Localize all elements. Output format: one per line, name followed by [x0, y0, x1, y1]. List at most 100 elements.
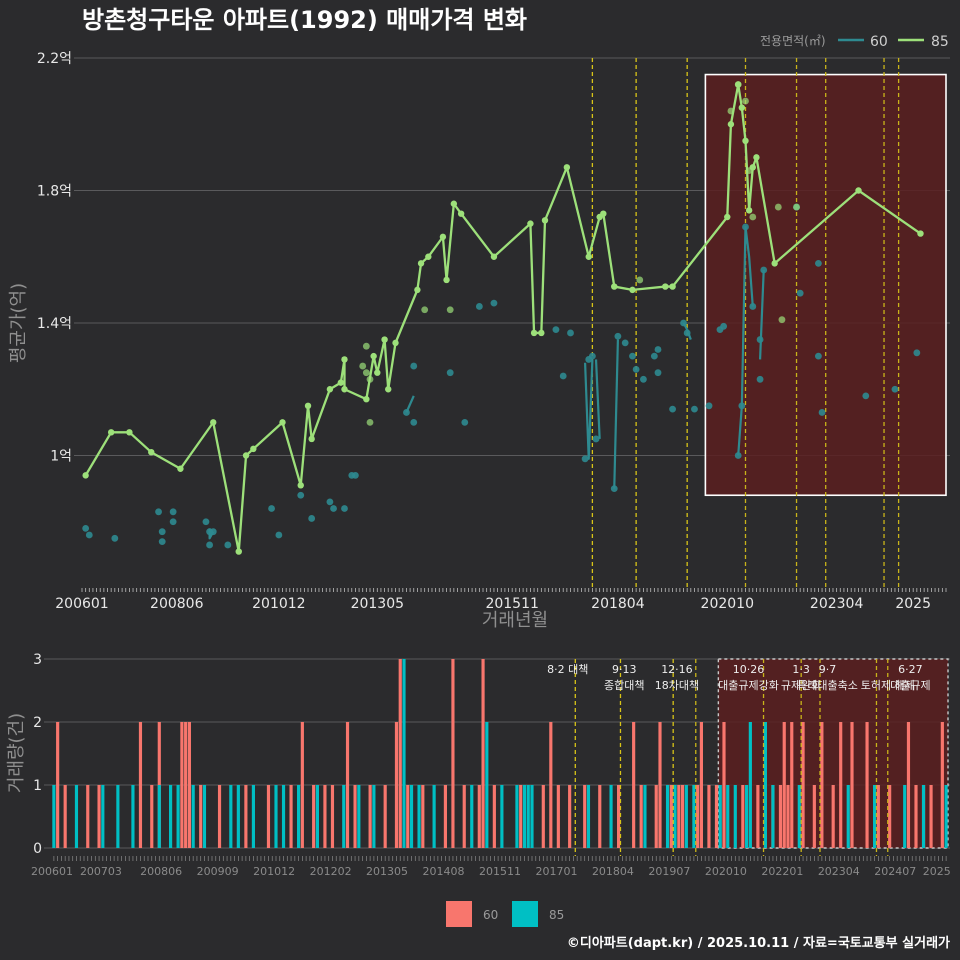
bottom-x-tick-label: 201701: [535, 865, 577, 878]
bottom-x-tick-label: 202201: [761, 865, 803, 878]
volume-bar-60: [86, 785, 90, 848]
bottom-y-axis-title: 거래량(건): [6, 713, 27, 793]
series-60-point: [552, 326, 560, 334]
volume-bar-85: [609, 785, 613, 848]
bottom-y-tick-label: 3: [33, 652, 42, 668]
series-85-point: [734, 81, 742, 88]
series-60-point: [85, 531, 93, 539]
series-85-point: [753, 154, 760, 161]
volume-bar-60: [722, 722, 726, 848]
series-60-point: [705, 402, 713, 410]
volume-bar-85: [315, 785, 319, 848]
series-85-point: [177, 465, 184, 472]
volume-bar-85: [357, 785, 361, 848]
series-60-point: [297, 491, 305, 499]
series-60-point: [169, 518, 177, 526]
series-85-point: [855, 187, 862, 194]
series-85-point: [738, 104, 746, 111]
event-annotation: 규제완화: [781, 679, 821, 692]
volume-bar-60: [138, 722, 143, 848]
series-85-point: [366, 375, 374, 383]
bottom-x-tick-label: 202304: [818, 865, 860, 878]
series-60-point: [592, 435, 600, 443]
series-60-point: [202, 518, 210, 526]
volume-bar-60: [63, 785, 67, 848]
series-85-point: [381, 336, 388, 343]
volume-bar-60: [790, 722, 794, 848]
series-85-point: [727, 121, 735, 128]
series-60-point: [756, 336, 764, 343]
volume-bar-60: [714, 785, 719, 848]
series-85-point: [304, 402, 312, 410]
series-60-point: [720, 322, 728, 330]
volume-bar-85: [522, 785, 527, 848]
series-85-point: [727, 107, 735, 115]
event-annotation: 6·27: [898, 663, 923, 676]
series-60-point: [268, 505, 275, 512]
series-85-point: [774, 203, 782, 211]
series-60-point: [158, 538, 166, 546]
series-85-point: [450, 200, 458, 207]
event-annotation: 9·13: [612, 663, 637, 676]
volume-bar-60: [394, 722, 399, 848]
volume-bar-60: [669, 785, 673, 848]
event-annotation: 대출규제: [890, 679, 930, 692]
volume-bar-85: [944, 785, 948, 848]
volume-bar-85: [692, 785, 696, 848]
top-x-tick-label: 200601: [55, 596, 108, 612]
series-85-point: [362, 342, 370, 350]
volume-bar-85: [665, 785, 670, 848]
series-60-point: [818, 409, 826, 416]
event-annotation: 10·26: [733, 663, 765, 676]
volume-bar-85: [748, 722, 752, 848]
series-85-point: [359, 362, 367, 370]
volume-bar-85: [846, 785, 850, 848]
series-85-point: [443, 276, 450, 284]
volume-bar-60: [519, 785, 523, 848]
series-85-point: [374, 369, 381, 376]
volume-bar-60: [696, 785, 700, 848]
volume-bar-60: [345, 722, 350, 848]
chart-title: 방촌청구타운 아파트(1992) 매매가격 변화: [82, 6, 527, 34]
series-85-point: [793, 203, 800, 211]
top-y-tick-label: 1억: [50, 449, 72, 465]
top-y-tick-label: 2.2억: [37, 51, 72, 67]
series-60-point: [683, 329, 691, 337]
series-60-point: [760, 266, 768, 274]
volume-bar-60: [556, 785, 560, 848]
volume-bar-85: [281, 785, 286, 848]
volume-bar-60: [639, 785, 643, 848]
series-85-point: [366, 418, 374, 426]
volume-bar-85: [74, 785, 79, 848]
volume-bar-60: [217, 785, 222, 848]
volume-bar-60: [632, 722, 636, 848]
volume-bar-60: [778, 785, 783, 848]
bottom-x-tick-label: 201804: [592, 865, 634, 878]
series-85-point: [421, 306, 429, 314]
bottom-x-tick-label: 201012: [253, 865, 295, 878]
series-60-point: [475, 303, 483, 310]
series-60-point: [169, 508, 177, 516]
volume-bar-60: [541, 785, 545, 848]
series-85-point: [745, 167, 753, 175]
volume-bar-85: [409, 785, 414, 848]
volume-bar-60: [289, 785, 293, 848]
volume-bar-85: [684, 785, 688, 848]
source-caption: ©디아파트(dapt.kr) / 2025.10.11 / 자료=국토교통부 실…: [567, 935, 950, 951]
volume-bar-60: [150, 785, 154, 848]
volume-bar-60: [741, 785, 745, 848]
bottom-volume-chart: 0 1 2 3 8·2 대책 9·13 종합대책 12·16 18차대책 10·26 대출규제강화 1…: [31, 652, 951, 878]
bottom-x-tick-label: 201408: [423, 865, 465, 878]
volume-bar-85: [202, 785, 207, 848]
series-60-point: [275, 531, 283, 539]
series-85-point: [337, 379, 345, 386]
volume-bar-60: [451, 659, 455, 848]
series-85-point: [749, 213, 757, 221]
volume-bar-60: [906, 722, 911, 848]
legend-60-swatch: [446, 901, 472, 927]
series-60-point: [654, 369, 662, 377]
volume-bar-85: [873, 785, 877, 848]
series-60-point: [756, 375, 764, 383]
top-x-axis-title: 거래년월: [482, 610, 548, 631]
